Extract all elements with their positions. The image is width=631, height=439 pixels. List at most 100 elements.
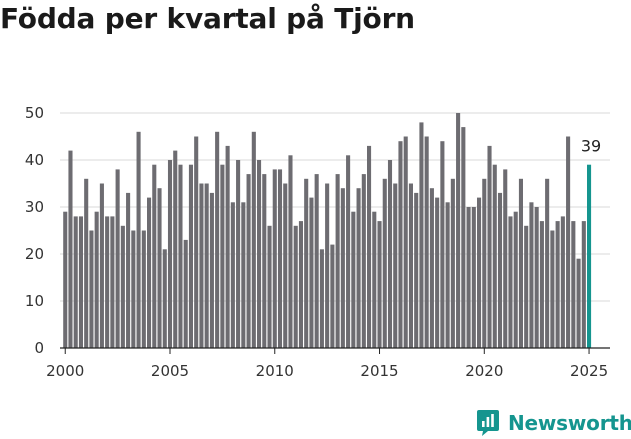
bar xyxy=(309,197,314,348)
bar xyxy=(555,221,560,348)
bar xyxy=(262,174,267,348)
bar xyxy=(377,221,382,348)
bar xyxy=(204,183,209,348)
bar xyxy=(120,225,125,348)
bar xyxy=(330,244,335,348)
bar xyxy=(503,169,508,348)
bar xyxy=(518,178,523,348)
bar xyxy=(513,211,518,348)
bar xyxy=(576,258,581,348)
bar xyxy=(105,216,110,348)
bar xyxy=(529,202,534,348)
bar xyxy=(414,192,419,348)
bar xyxy=(173,150,178,348)
bar xyxy=(267,225,272,348)
y-tick-label: 30 xyxy=(25,198,44,216)
bar xyxy=(209,192,214,348)
bar xyxy=(424,136,429,348)
bar xyxy=(497,192,503,348)
bar xyxy=(571,221,576,348)
bar xyxy=(545,178,550,348)
bar xyxy=(110,216,115,348)
bar xyxy=(372,211,377,348)
bar xyxy=(241,202,246,348)
bar xyxy=(94,211,99,348)
gridlines xyxy=(60,112,610,302)
bar xyxy=(403,136,408,348)
bar xyxy=(288,155,293,348)
x-tick-label: 2025 xyxy=(570,362,608,380)
bar xyxy=(304,178,309,348)
bar xyxy=(157,188,162,348)
bar xyxy=(131,230,136,348)
x-tick-label: 2015 xyxy=(360,362,398,380)
bar xyxy=(162,249,167,348)
bar-chart: 0 10 20 30 40 50 2000 2005 2010 2015 2020 2025 39 xyxy=(25,104,610,380)
bar xyxy=(152,164,157,348)
bar xyxy=(68,150,73,348)
bar xyxy=(283,183,288,348)
bar xyxy=(215,131,220,348)
bar xyxy=(429,188,434,348)
bar xyxy=(340,188,345,348)
bar xyxy=(99,183,104,348)
y-tick-label: 10 xyxy=(25,292,44,310)
bars xyxy=(63,113,592,349)
bar xyxy=(147,197,152,348)
bar xyxy=(183,239,188,348)
bar xyxy=(581,221,586,348)
bar xyxy=(346,155,351,348)
bar xyxy=(435,197,440,348)
x-axis: 2000 2005 2010 2015 2020 2025 xyxy=(46,348,608,380)
bar xyxy=(251,131,256,348)
bar xyxy=(126,192,131,348)
chart-title: Födda per kvartal på Tjörn xyxy=(0,2,415,35)
bar xyxy=(461,127,466,348)
x-tick-label: 2000 xyxy=(46,362,84,380)
newsworthy-logo-icon xyxy=(477,410,499,436)
bar xyxy=(194,136,199,348)
annotations: 39 xyxy=(581,137,601,156)
y-tick-label: 40 xyxy=(25,151,44,169)
bar xyxy=(539,221,544,348)
bar xyxy=(367,145,372,348)
bar xyxy=(73,216,78,348)
y-tick-label: 50 xyxy=(25,104,44,122)
bar xyxy=(178,164,183,348)
bar xyxy=(450,178,455,348)
bar xyxy=(487,145,492,348)
bar xyxy=(335,174,340,348)
bar xyxy=(361,174,366,348)
bar xyxy=(257,160,262,348)
y-tick-label: 0 xyxy=(34,339,44,357)
bar xyxy=(319,249,324,348)
bar xyxy=(408,183,413,348)
bar xyxy=(293,225,298,348)
bar xyxy=(141,230,146,348)
y-tick-label: 20 xyxy=(25,245,44,263)
bar xyxy=(272,169,277,348)
bar xyxy=(419,122,424,349)
bar xyxy=(471,207,476,348)
bar xyxy=(246,174,251,348)
bar xyxy=(220,164,225,348)
bar xyxy=(314,174,319,348)
bar xyxy=(524,225,529,348)
last-value-label: 39 xyxy=(581,137,601,156)
bar xyxy=(298,221,303,348)
bar xyxy=(508,216,513,348)
bar xyxy=(445,202,450,348)
bar xyxy=(477,197,482,348)
bar xyxy=(356,188,361,348)
y-axis: 0 10 20 30 40 50 xyxy=(25,104,610,357)
brand-logo: Newsworthy xyxy=(476,408,631,438)
bar xyxy=(482,178,487,348)
bar xyxy=(78,216,83,348)
bar xyxy=(440,141,445,348)
bar xyxy=(89,230,94,348)
bar xyxy=(466,207,471,348)
bar xyxy=(382,178,387,348)
bar xyxy=(136,131,141,348)
bar xyxy=(534,207,539,348)
bar-highlight xyxy=(587,164,592,348)
